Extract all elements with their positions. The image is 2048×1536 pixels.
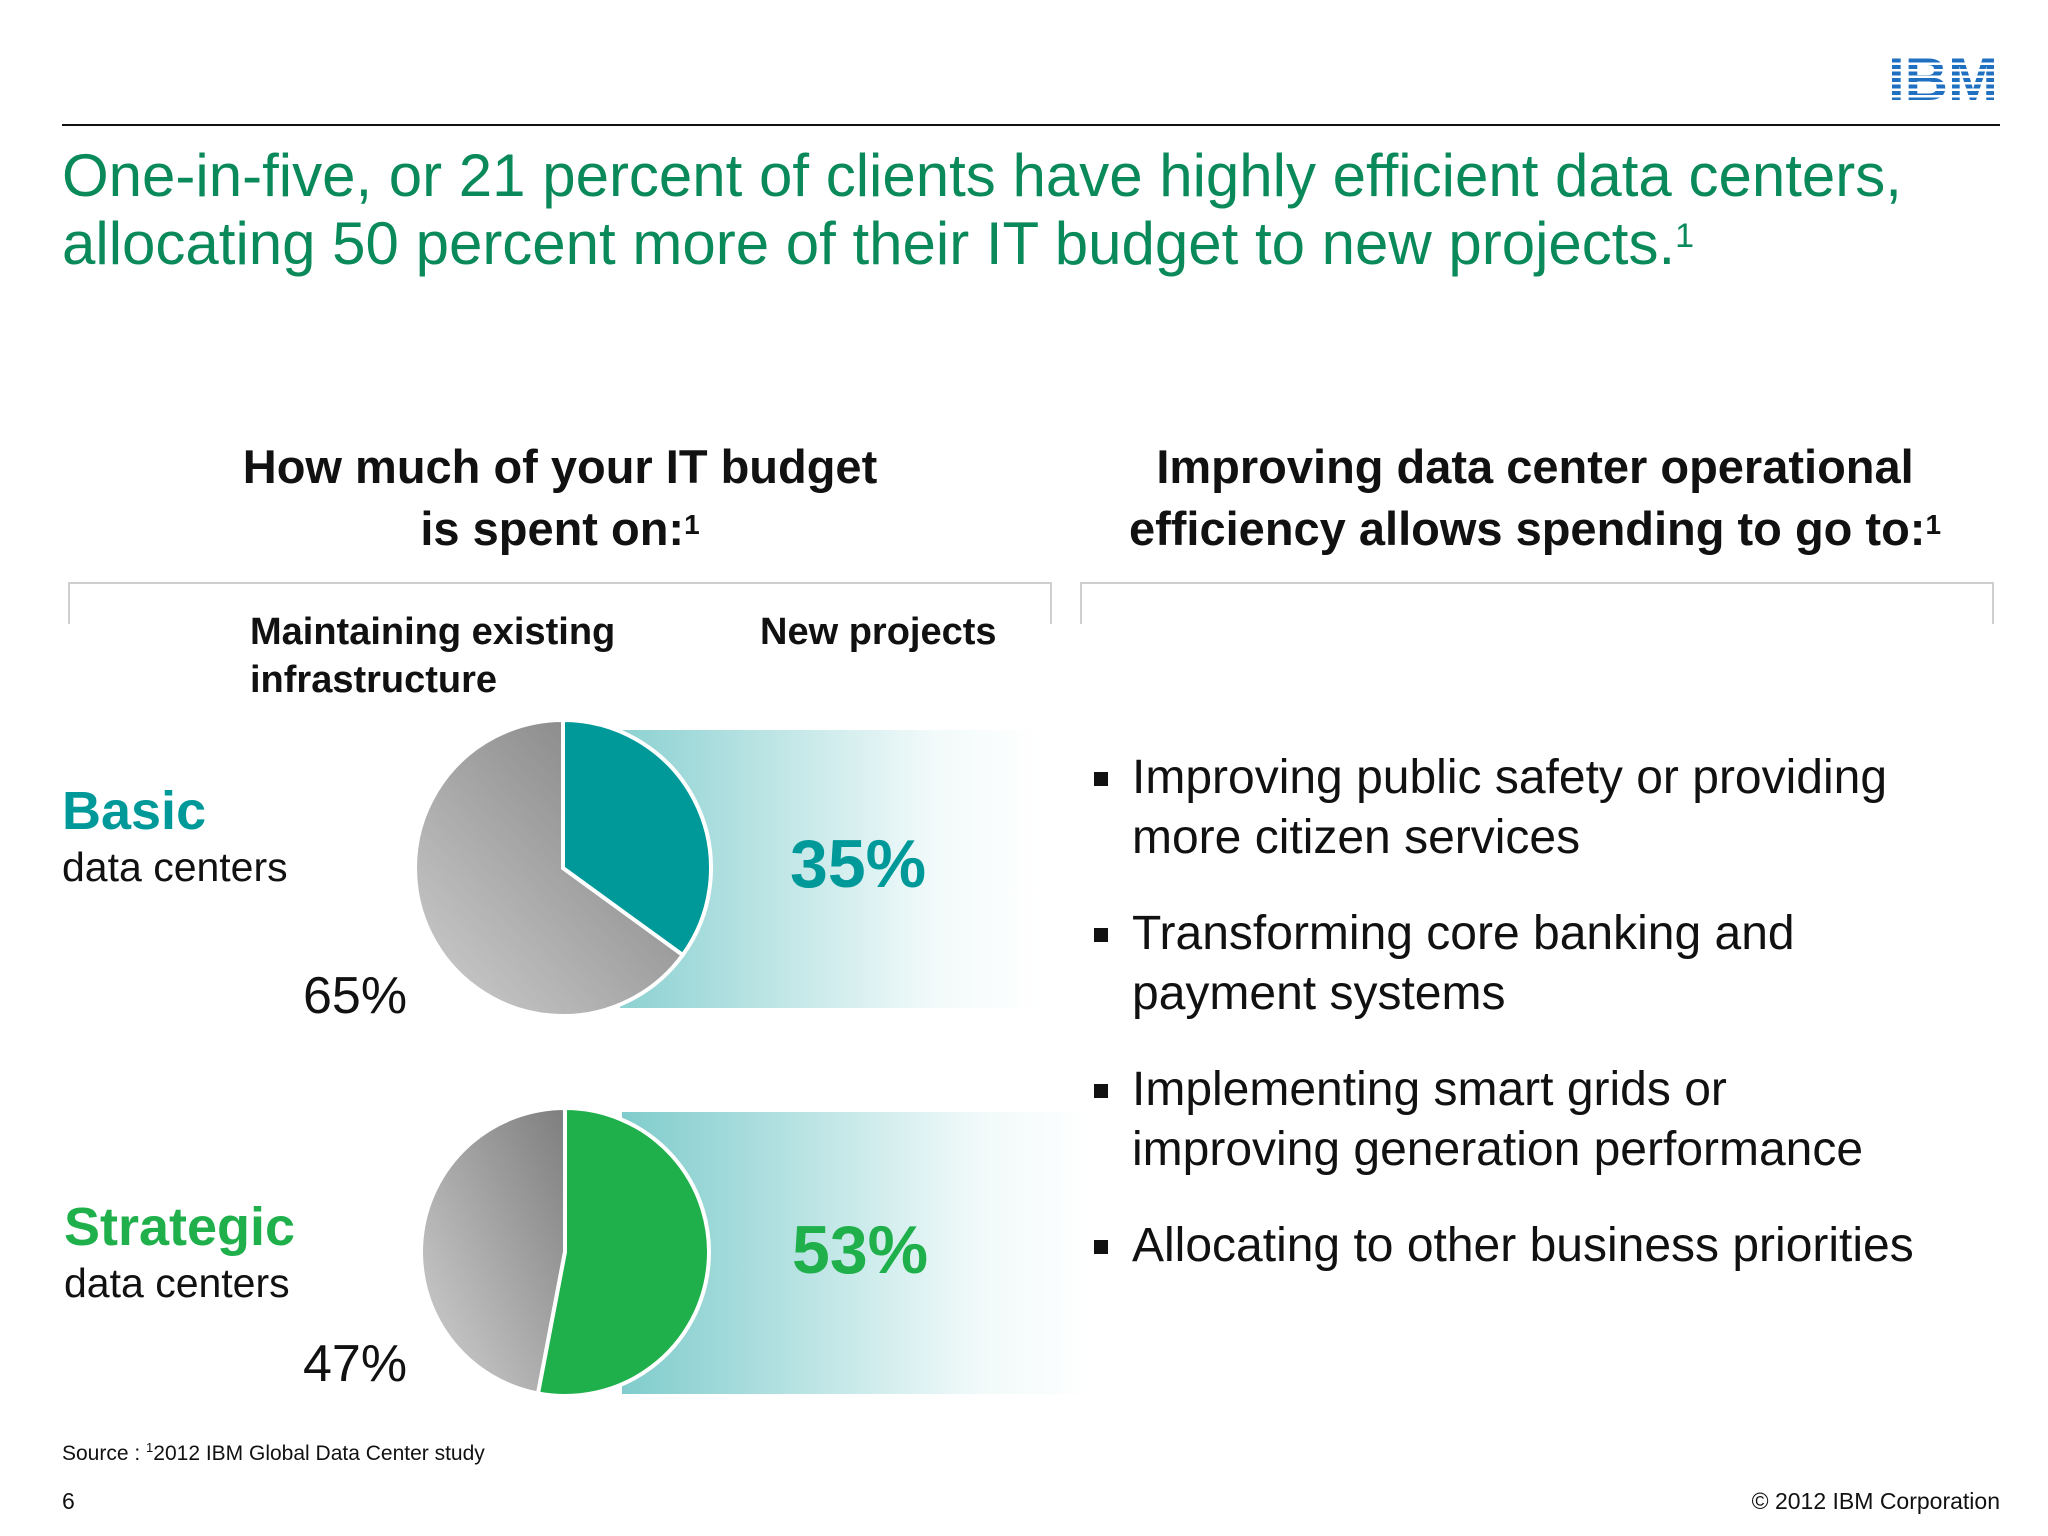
ibm-logo-text: IBM [1888,52,1998,104]
bullet-line-1: Transforming core banking and [1132,907,1795,960]
source-footnote-marker: 1 [146,1440,154,1455]
headline-line-2: allocating 50 percent more of their IT b… [62,210,2012,278]
basic-row-label: Basic data centers [62,780,362,892]
strategic-row-label: Strategic data centers [64,1196,384,1308]
bullet-item: Allocating to other business priorities [1094,1216,2014,1276]
headline-line-1: One-in-five, or 21 percent of clients ha… [62,142,1902,209]
strategic-maintain-percent: 47% [303,1335,408,1393]
basic-sublabel: data centers [62,844,288,890]
right-title-footnote-marker: 1 [1925,509,1942,540]
right-title-line-1: Improving data center operational [1156,440,1914,493]
bullet-item: Improving public safety or providing more… [1094,748,2014,868]
copyright: © 2012 IBM Corporation [1751,1488,2000,1514]
left-title-line-2: is spent on:1 [170,498,950,560]
left-column-title: How much of your IT budget is spent on:1 [170,436,950,560]
bullet-square-icon [1094,1240,1108,1254]
left-bracket [68,582,1052,624]
spending-bullet-list: Improving public safety or providing more… [1094,748,2014,1312]
bullet-line-1: Allocating to other business priorities [1132,1219,1914,1272]
strategic-new-percent: 53% [792,1212,929,1288]
new-projects-column-label: New projects [760,611,997,653]
pie-slice-maintaining [413,717,686,1018]
page-number: 6 [62,1488,75,1514]
bullet-square-icon [1094,772,1108,786]
right-title-line-2-text: efficiency allows spending to go to: [1128,502,1926,555]
source-text: 2012 IBM Global Data Center study [153,1442,485,1465]
bullet-line-1: Implementing smart grids or [1132,1063,1727,1116]
maintain-label-line-1: Maintaining existing [250,611,616,653]
bullet-square-icon [1094,928,1108,942]
basic-label: Basic [62,781,207,841]
ibm-logo: IBM [1886,52,2000,104]
pie-slice-maintaining [419,1105,567,1396]
left-title-footnote-marker: 1 [684,509,700,540]
left-title-line-2-text: is spent on: [420,502,685,555]
bullet-item: Transforming core banking and payment sys… [1094,904,2014,1024]
pie-slice-new-projects [561,717,713,958]
headline-footnote-marker: 1 [1675,217,1695,255]
bullet-square-icon [1094,1084,1108,1098]
strategic-sublabel: data centers [64,1260,290,1306]
bullet-line-2: improving generation performance [1132,1123,1864,1176]
strategic-label: Strategic [64,1197,296,1257]
header-rule [62,124,2000,126]
left-title-line-1: How much of your IT budget [242,440,878,493]
basic-new-percent: 35% [790,826,927,902]
pie-slice-new-projects [535,1105,711,1398]
bullet-line-1: Improving public safety or providing [1132,751,1888,804]
slide-headline: One-in-five, or 21 percent of clients ha… [62,142,2012,278]
bullet-item: Implementing smart grids or improving gen… [1094,1060,2014,1180]
right-column-title: Improving data center operational effici… [1080,436,1990,560]
right-bracket [1080,582,1994,624]
bullet-line-2: more citizen services [1132,811,1581,864]
right-title-line-2: efficiency allows spending to go to:1 [1080,498,1990,560]
basic-maintain-percent: 65% [303,967,408,1025]
source-footnote: Source : 12012 IBM Global Data Center st… [62,1440,485,1466]
headline-line-2-text: allocating 50 percent more of their IT b… [62,210,1676,277]
maintain-label-line-2: infrastructure [250,659,498,701]
bullet-line-2: payment systems [1132,967,1506,1020]
source-label: Source : [62,1442,147,1465]
maintain-column-label: Maintaining existing infrastructure [250,608,710,704]
